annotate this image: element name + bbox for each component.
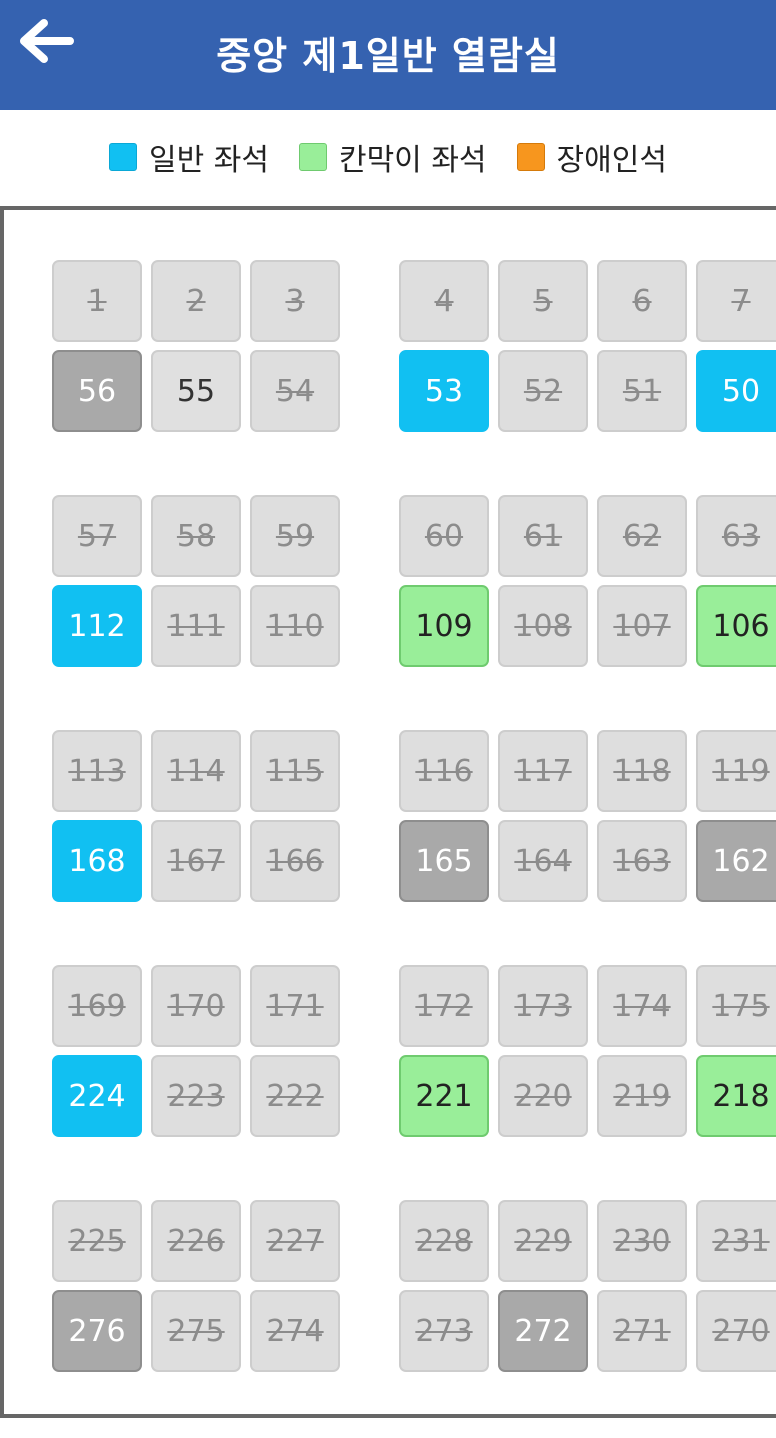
seat-273[interactable]: 273	[399, 1290, 489, 1372]
seat-224[interactable]: 224	[52, 1055, 142, 1137]
seat-119[interactable]: 119	[696, 730, 776, 812]
seat-60[interactable]: 60	[399, 495, 489, 577]
seat-106[interactable]: 106	[696, 585, 776, 667]
seat-62[interactable]: 62	[597, 495, 687, 577]
seat-164[interactable]: 164	[498, 820, 588, 902]
page-title: 중앙 제1일반 열람실	[216, 33, 560, 78]
seat-108[interactable]: 108	[498, 585, 588, 667]
disabled-seat-swatch	[516, 143, 545, 171]
seat-2[interactable]: 2	[151, 260, 241, 342]
seat-172[interactable]: 172	[399, 965, 489, 1047]
seat-221[interactable]: 221	[399, 1055, 489, 1137]
legend-label: 장애인석	[556, 143, 667, 178]
seat-229[interactable]: 229	[498, 1200, 588, 1282]
seat-legend: 일반 좌석 칸막이 좌석 장애인석	[0, 110, 776, 204]
seat-162[interactable]: 162	[696, 820, 776, 902]
seat-220[interactable]: 220	[498, 1055, 588, 1137]
legend-item-disabled: 장애인석	[516, 135, 667, 179]
seat-118[interactable]: 118	[597, 730, 687, 812]
seat-52[interactable]: 52	[498, 350, 588, 432]
seat-165[interactable]: 165	[399, 820, 489, 902]
back-button[interactable]	[20, 18, 74, 64]
arrow-left-icon	[20, 19, 74, 63]
seat-170[interactable]: 170	[151, 965, 241, 1047]
booth-seat-swatch	[298, 143, 327, 171]
seat-270[interactable]: 270	[696, 1290, 776, 1372]
seat-50[interactable]: 50	[696, 350, 776, 432]
app-header: 중앙 제1일반 열람실	[0, 0, 776, 110]
seat-167[interactable]: 167	[151, 820, 241, 902]
seat-112[interactable]: 112	[52, 585, 142, 667]
seat-63[interactable]: 63	[696, 495, 776, 577]
seat-175[interactable]: 175	[696, 965, 776, 1047]
seat-61[interactable]: 61	[498, 495, 588, 577]
seat-274[interactable]: 274	[250, 1290, 340, 1372]
seat-231[interactable]: 231	[696, 1200, 776, 1282]
seat-53[interactable]: 53	[399, 350, 489, 432]
general-seat-swatch	[109, 143, 138, 171]
seat-171[interactable]: 171	[250, 965, 340, 1047]
seat-114[interactable]: 114	[151, 730, 241, 812]
seat-226[interactable]: 226	[151, 1200, 241, 1282]
seat-228[interactable]: 228	[399, 1200, 489, 1282]
seat-169[interactable]: 169	[52, 965, 142, 1047]
seat-222[interactable]: 222	[250, 1055, 340, 1137]
seat-115[interactable]: 115	[250, 730, 340, 812]
seat-4[interactable]: 4	[399, 260, 489, 342]
legend-item-general: 일반 좌석	[109, 135, 269, 179]
seat-3[interactable]: 3	[250, 260, 340, 342]
seat-111[interactable]: 111	[151, 585, 241, 667]
seat-59[interactable]: 59	[250, 495, 340, 577]
seat-230[interactable]: 230	[597, 1200, 687, 1282]
seat-109[interactable]: 109	[399, 585, 489, 667]
seat-166[interactable]: 166	[250, 820, 340, 902]
seat-6[interactable]: 6	[597, 260, 687, 342]
legend-label: 일반 좌석	[149, 143, 269, 178]
seat-56[interactable]: 56	[52, 350, 142, 432]
seat-map: 1 2 3 4 5 6 7 56 55 54 53 52 51 50 57 58 59 60 61 62 63 112 11…	[0, 206, 776, 1418]
seat-107[interactable]: 107	[597, 585, 687, 667]
seat-219[interactable]: 219	[597, 1055, 687, 1137]
seat-7[interactable]: 7	[696, 260, 776, 342]
seat-113[interactable]: 113	[52, 730, 142, 812]
seat-116[interactable]: 116	[399, 730, 489, 812]
seat-117[interactable]: 117	[498, 730, 588, 812]
seat-58[interactable]: 58	[151, 495, 241, 577]
legend-label: 칸막이 좌석	[338, 143, 487, 178]
seat-271[interactable]: 271	[597, 1290, 687, 1372]
seat-54[interactable]: 54	[250, 350, 340, 432]
seat-168[interactable]: 168	[52, 820, 142, 902]
seat-173[interactable]: 173	[498, 965, 588, 1047]
seat-223[interactable]: 223	[151, 1055, 241, 1137]
seat-57[interactable]: 57	[52, 495, 142, 577]
seat-218[interactable]: 218	[696, 1055, 776, 1137]
seat-272[interactable]: 272	[498, 1290, 588, 1372]
seat-1[interactable]: 1	[52, 260, 142, 342]
seat-276[interactable]: 276	[52, 1290, 142, 1372]
seat-225[interactable]: 225	[52, 1200, 142, 1282]
seat-110[interactable]: 110	[250, 585, 340, 667]
seat-275[interactable]: 275	[151, 1290, 241, 1372]
seat-5[interactable]: 5	[498, 260, 588, 342]
legend-item-booth: 칸막이 좌석	[298, 135, 487, 179]
seat-55[interactable]: 55	[151, 350, 241, 432]
seat-227[interactable]: 227	[250, 1200, 340, 1282]
seat-174[interactable]: 174	[597, 965, 687, 1047]
seat-163[interactable]: 163	[597, 820, 687, 902]
seat-51[interactable]: 51	[597, 350, 687, 432]
